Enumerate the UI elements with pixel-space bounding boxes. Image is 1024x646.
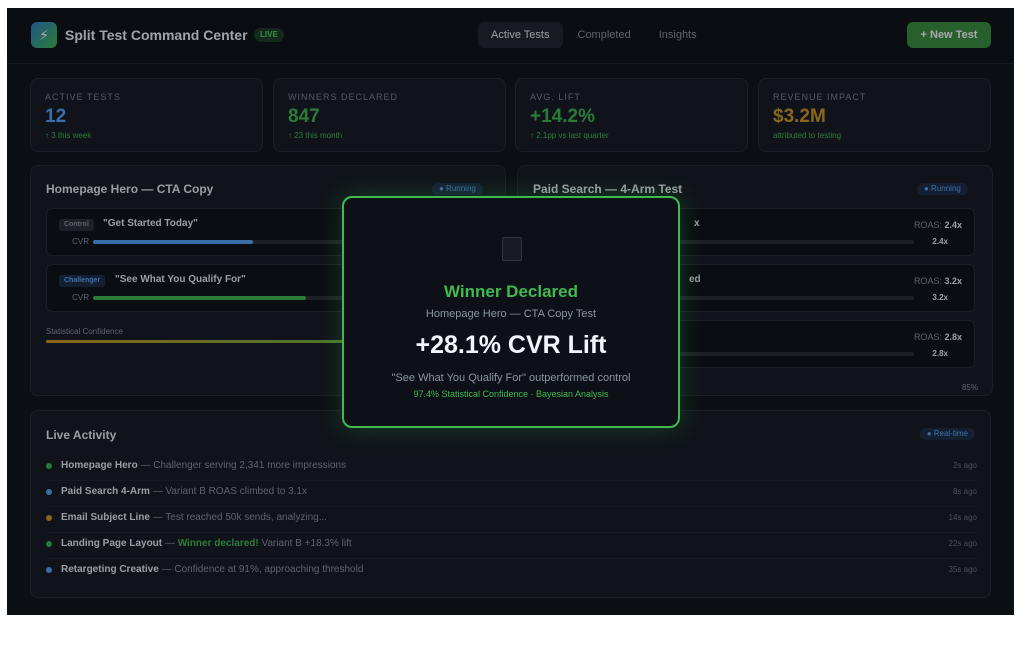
confidence-bar [46, 340, 488, 343]
status-dot [46, 515, 52, 521]
roas-value: 2.4x [932, 237, 948, 246]
tab-completed[interactable]: Completed [577, 29, 631, 41]
status-dot [46, 489, 52, 495]
stat-value: 847 [288, 106, 320, 127]
main-nav: Active Tests Completed Insights [478, 22, 710, 48]
activity-time: 8s ago [952, 487, 977, 496]
stat-value: $3.2M [773, 106, 826, 127]
cvr-bar-fill [93, 296, 306, 300]
activity-text: Landing Page Layout — Winner declared! V… [61, 538, 352, 549]
live-activity-panel: Live Activity ● Real-time Homepage Hero … [30, 410, 991, 598]
modal-confidence: 97.4% Statistical Confidence · Bayesian … [413, 389, 609, 399]
realtime-badge: ● Real-time [919, 428, 975, 440]
app-title: Split Test Command Center [65, 27, 248, 43]
activity-row[interactable]: Retargeting Creative — Confidence at 91%… [46, 559, 977, 585]
modal-subtitle: Homepage Hero — CTA Copy Test [425, 308, 597, 320]
metric-label: CVR [72, 237, 89, 246]
stat-label: ACTIVE TESTS [45, 92, 121, 102]
activity-title: Live Activity [46, 428, 117, 442]
activity-time: 2s ago [952, 461, 977, 470]
stat-label: WINNERS DECLARED [288, 92, 399, 102]
variant-name: "Get Started Today" [103, 218, 198, 229]
stat-label: AVG. LIFT [530, 92, 581, 102]
stat-label: REVENUE IMPACT [773, 92, 867, 102]
activity-time: 22s ago [948, 539, 977, 548]
modal-lift-value: +28.1% CVR Lift [415, 331, 607, 359]
status-dot [46, 463, 52, 469]
activity-row[interactable]: Homepage Hero — Challenger serving 2,341… [46, 455, 977, 481]
status-dot [46, 541, 52, 547]
live-badge: LIVE [254, 28, 284, 42]
app-logo: ⚡ [31, 22, 57, 48]
activity-row[interactable]: Paid Search 4-Arm — Variant B ROAS climb… [46, 481, 977, 507]
activity-time: 14s ago [948, 513, 977, 522]
activity-text: Paid Search 4-Arm — Variant B ROAS climb… [61, 486, 308, 497]
tab-insights[interactable]: Insights [658, 29, 697, 41]
new-test-button[interactable]: + New Test [907, 22, 991, 48]
roas-label: ROAS: 2.8x [913, 332, 962, 342]
cvr-bar-track [93, 240, 473, 244]
activity-time: 35s ago [948, 565, 977, 574]
cvr-bar-track [93, 296, 473, 300]
stat-card-avg-lift: AVG. LIFT +14.2% ↑ 2.1pp vs last quarter [515, 78, 748, 152]
variant-name: x [694, 218, 700, 229]
trophy-icon [502, 237, 522, 261]
stat-trend: ↑ 2.1pp vs last quarter [530, 131, 609, 140]
roas-value: 3.2x [932, 293, 948, 302]
stat-trend: attributed to testing [773, 131, 842, 140]
stat-value: 12 [45, 106, 67, 127]
stat-value: +14.2% [530, 106, 595, 127]
stat-card-active-tests: ACTIVE TESTS 12 ↑ 3 this week [30, 78, 263, 152]
variant-name: ed [689, 274, 701, 285]
stat-trend: ↑ 3 this week [45, 131, 92, 140]
roas-value: 2.8x [932, 349, 948, 358]
roas-label: ROAS: 2.4x [913, 220, 962, 230]
variant-tag: Challenger [59, 275, 106, 287]
status-badge: ● Running [432, 183, 483, 195]
activity-text: Retargeting Creative — Confidence at 91%… [61, 564, 364, 575]
modal-title: Winner Declared [444, 282, 578, 301]
status-dot [46, 567, 52, 573]
activity-row[interactable]: Email Subject Line — Test reached 50k se… [46, 507, 977, 533]
panel-title: Homepage Hero — CTA Copy [46, 182, 214, 196]
app-window: ⚡ Split Test Command Center LIVE Active … [7, 8, 1014, 615]
stat-trend: ↑ 23 this month [288, 131, 343, 140]
top-bar: ⚡ Split Test Command Center LIVE Active … [7, 8, 1014, 64]
cvr-bar-fill [93, 240, 253, 244]
tab-active-tests[interactable]: Active Tests [478, 22, 563, 48]
stat-card-winners-declared: WINNERS DECLARED 847 ↑ 23 this month [273, 78, 506, 152]
variant-name: "See What You Qualify For" [115, 274, 246, 285]
activity-row[interactable]: Landing Page Layout — Winner declared! V… [46, 533, 977, 559]
modal-description: "See What You Qualify For" outperformed … [391, 372, 631, 384]
winner-modal[interactable]: Winner Declared Homepage Hero — CTA Copy… [342, 196, 680, 428]
lightning-icon: ⚡ [39, 27, 49, 43]
roas-label: ROAS: 3.2x [913, 276, 962, 286]
confidence-label: Statistical Confidence [46, 327, 123, 336]
variant-tag: Control [59, 219, 94, 231]
activity-text: Email Subject Line — Test reached 50k se… [61, 512, 328, 523]
panel-title: Paid Search — 4-Arm Test [533, 182, 683, 196]
confidence-percent: 85% [961, 383, 978, 392]
metric-label: CVR [72, 293, 89, 302]
activity-text: Homepage Hero — Challenger serving 2,341… [61, 460, 347, 471]
status-badge: ● Running [917, 183, 968, 195]
stat-card-revenue-impact: REVENUE IMPACT $3.2M attributed to testi… [758, 78, 991, 152]
